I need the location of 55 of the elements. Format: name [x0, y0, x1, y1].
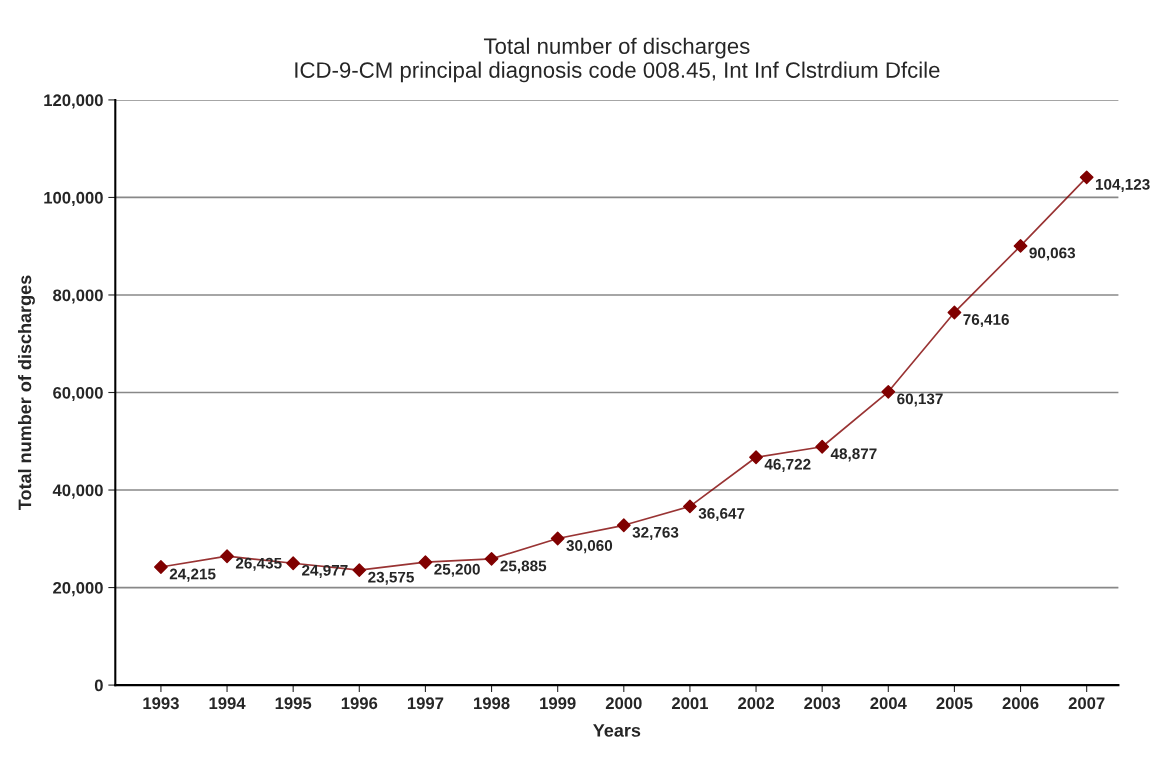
text: 30,060 — [566, 540, 613, 554]
text: 32,763 — [632, 526, 679, 540]
x-tick-label: 2007 — [1068, 697, 1105, 710]
point — [1013, 239, 1028, 253]
point — [749, 450, 763, 465]
text: 60,137 — [897, 393, 943, 407]
point — [352, 563, 367, 578]
x-tick-label: 1998 — [474, 697, 510, 710]
point — [550, 531, 565, 546]
text: 23,575 — [368, 571, 414, 585]
y-tick-label: 20,000 — [53, 581, 103, 597]
text: 48,877 — [830, 448, 877, 462]
point — [881, 384, 896, 399]
y-tick-label: 120,000 — [44, 94, 103, 109]
text: 25,885 — [500, 560, 547, 574]
x-tick-label: 1999 — [540, 697, 576, 710]
y-axis-title: Total number of discharges — [18, 275, 35, 511]
text: 26,435 — [235, 557, 282, 571]
x-tick-label: 2001 — [671, 697, 708, 710]
point — [154, 560, 168, 574]
point — [616, 518, 631, 533]
point — [484, 551, 499, 566]
text: 36,647 — [698, 508, 745, 522]
x-tick-label: 2005 — [936, 697, 973, 710]
chart-title: Total number of discharges ICD-9-CM principal diagnosis code 008.45, Int Inf Clstrdium Dfcile — [295, 37, 940, 83]
x-tick-label: 2006 — [1002, 697, 1039, 710]
x-tick-label: 2002 — [738, 697, 774, 710]
x-tick-label: 2000 — [605, 697, 642, 710]
point — [286, 556, 301, 571]
x-tick-label: 1994 — [209, 697, 246, 710]
x-tick-label: 1993 — [143, 697, 179, 710]
point — [947, 305, 962, 320]
point — [1079, 170, 1094, 185]
x-axis-title: Years — [593, 724, 641, 737]
y-tick-label: 100,000 — [44, 191, 103, 207]
y-tick-label: 40,000 — [52, 484, 103, 499]
text: 24,215 — [169, 568, 216, 582]
x-tick-label: 2004 — [870, 697, 907, 710]
text: 104,123 — [1095, 178, 1150, 192]
y-tick-label: 0 — [94, 679, 103, 692]
point — [220, 549, 234, 564]
x-tick-label: 1997 — [407, 697, 444, 710]
text: 76,416 — [963, 314, 1009, 328]
x-tick-label: 2003 — [804, 697, 841, 710]
x-tick-label: 1996 — [341, 697, 378, 710]
point — [683, 499, 697, 514]
text: 24,977 — [302, 564, 348, 578]
text: 25,200 — [434, 563, 480, 577]
y-tick-label: 60,000 — [53, 386, 103, 402]
text: 90,063 — [1029, 247, 1076, 261]
x-tick-label: 1995 — [275, 697, 312, 710]
y-tick-label: 80,000 — [53, 289, 103, 304]
point — [815, 439, 830, 454]
text: 46,722 — [764, 458, 811, 472]
point — [418, 555, 433, 570]
